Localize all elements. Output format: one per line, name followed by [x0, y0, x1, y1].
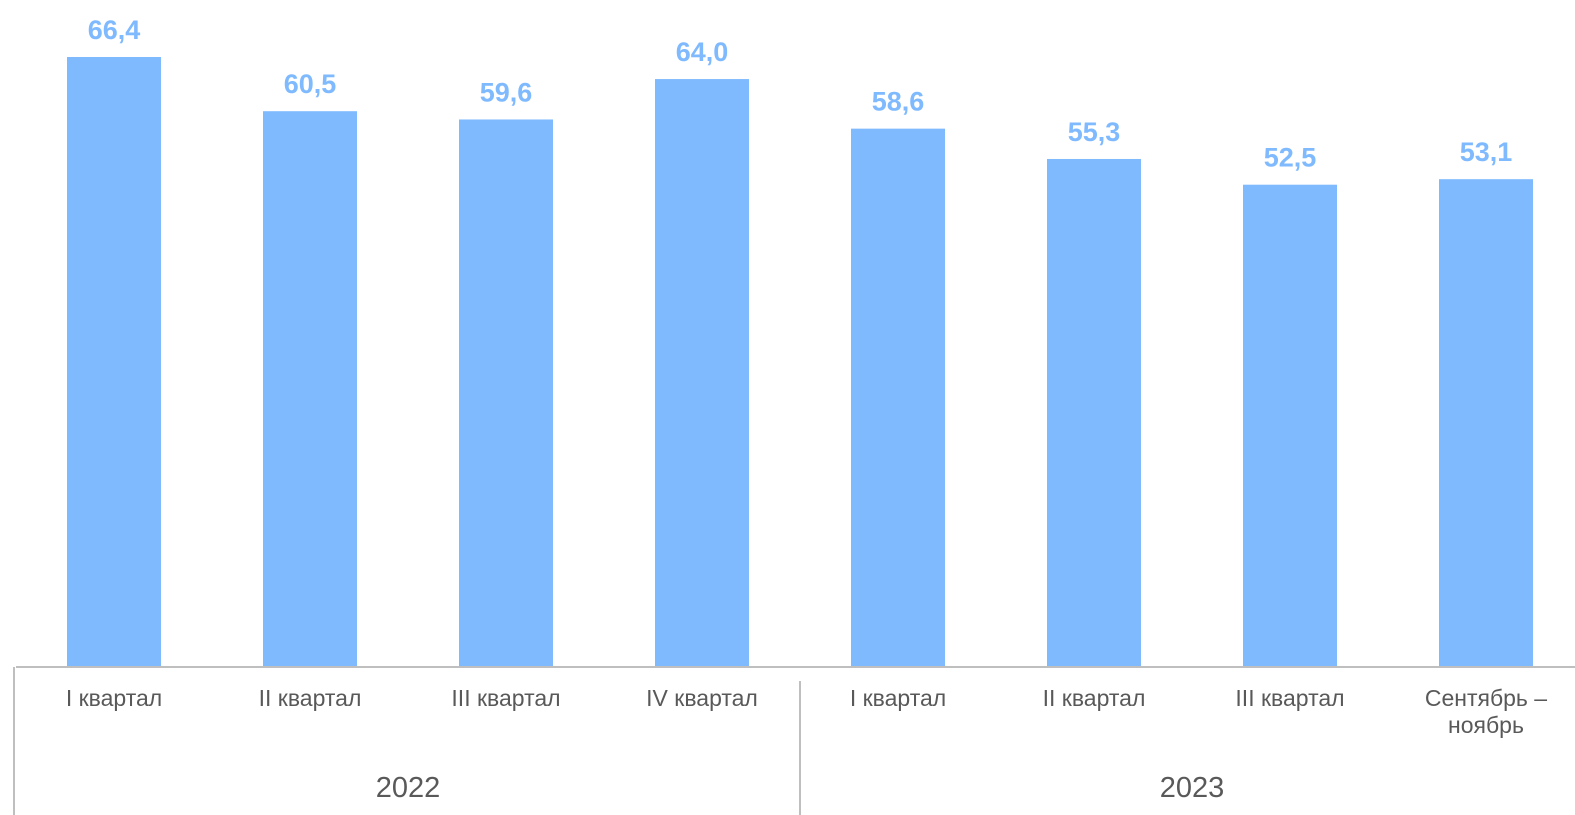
bar — [263, 111, 357, 668]
bar — [1243, 184, 1337, 667]
value-labels-group: 66,4 60,5 59,6 64,0 58,6 55,3 52,5 53,1 — [88, 15, 1513, 173]
bar — [1439, 179, 1533, 668]
category-label-line: III квартал — [451, 685, 560, 711]
data-label: 66,4 — [88, 15, 141, 45]
category-label-line: IV квартал — [646, 685, 758, 711]
data-label: 60,5 — [284, 69, 337, 99]
data-label: 53,1 — [1460, 137, 1513, 167]
category-label: I квартал — [850, 685, 946, 711]
group-dividers — [13, 667, 801, 815]
bar — [459, 119, 553, 668]
category-label: III квартал — [1235, 685, 1344, 711]
category-label: Сентябрь – ноябрь — [1425, 685, 1547, 738]
data-label: 58,6 — [872, 87, 925, 117]
category-label-line: Сентябрь – — [1425, 685, 1547, 711]
bars-group — [67, 57, 1533, 668]
category-label: I квартал — [66, 685, 162, 711]
category-label: II квартал — [259, 685, 362, 711]
data-label: 64,0 — [676, 37, 729, 67]
bar — [851, 128, 945, 668]
category-label-line: III квартал — [1235, 685, 1344, 711]
category-label-line: II квартал — [259, 685, 362, 711]
category-label-line: I квартал — [850, 685, 946, 711]
category-label-line: I квартал — [66, 685, 162, 711]
bar — [1047, 158, 1141, 667]
category-label: IV квартал — [646, 685, 758, 711]
bar — [67, 57, 161, 667]
category-label-line: ноябрь — [1448, 712, 1524, 738]
data-label: 55,3 — [1068, 117, 1121, 147]
category-labels-group: I квартал II квартал III квартал IV квартал… — [66, 685, 1548, 738]
year-label: 2022 — [376, 772, 441, 804]
year-labels-group: 2022 2023 — [376, 772, 1225, 804]
data-label: 52,5 — [1264, 143, 1317, 173]
category-label: III квартал — [451, 685, 560, 711]
category-label: II квартал — [1043, 685, 1146, 711]
year-label: 2023 — [1160, 772, 1225, 804]
data-label: 59,6 — [480, 77, 533, 107]
bar — [655, 79, 749, 667]
category-label-line: II квартал — [1043, 685, 1146, 711]
